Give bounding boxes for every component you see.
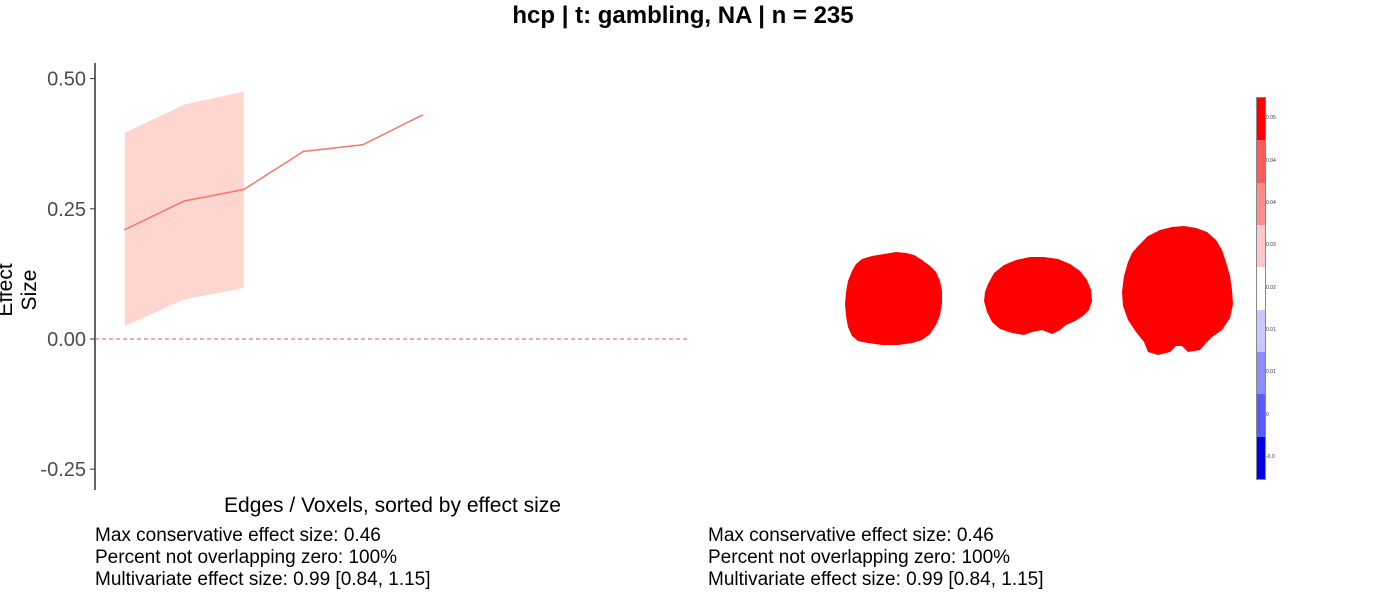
colorbar-segment bbox=[1257, 309, 1265, 352]
brain-maps bbox=[845, 226, 1233, 355]
multivariate-effect-size: Multivariate effect size: 0.99 [0.84, 1.… bbox=[708, 569, 1044, 590]
page-title: hcp | t: gambling, NA | n = 235 bbox=[512, 2, 854, 29]
colorbar-tick-label: 0.01 bbox=[1266, 369, 1276, 376]
y-axis: -0.25 0.00 0.25 0.50 bbox=[40, 63, 690, 490]
colorbar-segment bbox=[1257, 140, 1265, 183]
colorbar bbox=[1256, 97, 1266, 480]
effect-size-line bbox=[124, 114, 423, 231]
y-tick-label: 0.50 bbox=[47, 69, 86, 91]
brain-axial-view bbox=[845, 252, 942, 345]
stats-panel-left: Max conservative effect size: 0.46 Perce… bbox=[95, 525, 431, 591]
colorbar-tick-label: -0.0 bbox=[1266, 453, 1275, 460]
confidence-ribbon-layer bbox=[124, 91, 244, 326]
y-tick-label: 0.00 bbox=[47, 329, 86, 351]
percent-not-overlapping-zero: Percent not overlapping zero: 100% bbox=[708, 547, 1011, 568]
brain-coronal-view bbox=[1122, 226, 1233, 355]
colorbar-segment bbox=[1257, 267, 1265, 310]
effect-size-point bbox=[183, 200, 186, 202]
series-line-layer bbox=[123, 114, 424, 231]
effect-size-point bbox=[421, 114, 424, 116]
colorbar-tick-label: 0.03 bbox=[1266, 242, 1276, 249]
stats-panel-right: Max conservative effect size: 0.46 Perce… bbox=[708, 525, 1044, 591]
percent-not-overlapping-zero: Percent not overlapping zero: 100% bbox=[95, 547, 398, 568]
brain-sagittal-view bbox=[984, 257, 1092, 335]
colorbar-tick-label: 0 bbox=[1266, 411, 1269, 418]
y-tick-label: 0.25 bbox=[47, 199, 86, 221]
max-conservative-effect-size: Max conservative effect size: 0.46 bbox=[708, 525, 994, 546]
effect-size-point bbox=[242, 188, 245, 191]
colorbar-tick-label: 0.02 bbox=[1266, 284, 1276, 291]
colorbar-segment bbox=[1257, 182, 1265, 225]
colorbar-segment bbox=[1257, 394, 1265, 437]
x-axis-label: Edges / Voxels, sorted by effect size bbox=[224, 494, 561, 517]
colorbar-segment bbox=[1257, 224, 1265, 268]
y-axis-label: Effect Size bbox=[0, 263, 41, 317]
multivariate-effect-size: Multivariate effect size: 0.99 [0.84, 1.… bbox=[95, 569, 431, 590]
effect-size-point bbox=[302, 150, 305, 153]
effect-size-point bbox=[123, 228, 126, 231]
effect-size-point bbox=[361, 143, 364, 146]
colorbar-tick-label: 0.04 bbox=[1266, 199, 1276, 206]
colorbar-segment bbox=[1257, 98, 1265, 141]
colorbar-segment bbox=[1257, 436, 1265, 479]
max-conservative-effect-size: Max conservative effect size: 0.46 bbox=[95, 525, 381, 546]
colorbar-tick-label: 0.04 bbox=[1266, 157, 1276, 164]
colorbar-tick-label: 0.05 bbox=[1266, 115, 1276, 122]
colorbar-segment bbox=[1257, 351, 1265, 395]
colorbar-tick-label: 0.01 bbox=[1266, 326, 1276, 333]
confidence-ribbon bbox=[124, 91, 244, 326]
y-tick-label: -0.25 bbox=[40, 459, 86, 481]
